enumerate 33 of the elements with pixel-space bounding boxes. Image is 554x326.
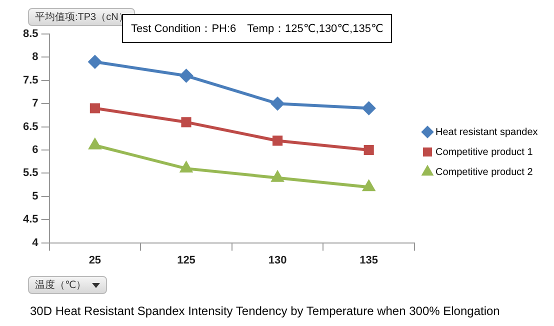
- y-tick-label: 6: [32, 144, 38, 156]
- x-tick-label: 25: [88, 254, 102, 266]
- legend-label: Heat resistant spandex: [436, 126, 538, 138]
- point: [180, 162, 192, 173]
- y-tick-label: 7.5: [22, 74, 38, 86]
- point: [90, 103, 100, 114]
- legend-label: Competitive product 2: [436, 166, 534, 178]
- point: [271, 97, 284, 110]
- point: [364, 144, 374, 156]
- x-axis-title: 温度（℃）: [35, 278, 86, 292]
- x-tick-label: 130: [268, 254, 287, 266]
- y-tick-label: 5.5: [22, 167, 38, 180]
- point: [362, 102, 376, 115]
- annotation: Test Condition：PH:6 Temp：125℃,130℃,135℃: [131, 23, 384, 35]
- y-tick-label: 4: [32, 236, 40, 249]
- y-tick-label: 6.5: [22, 120, 38, 133]
- point: [363, 180, 375, 192]
- legend-label: Competitive product 1: [436, 146, 534, 158]
- point: [181, 117, 192, 128]
- x-tick-label: 125: [177, 254, 196, 266]
- point: [180, 69, 193, 82]
- y-tick-label: 5: [32, 190, 38, 202]
- point: [272, 171, 284, 182]
- text: 30D Heat Resistant Spandex Intensity Tendency by Temperature when 300% Elongation: [30, 304, 500, 318]
- y-tick-label: 8.5: [22, 28, 38, 40]
- y-tick-label: 7: [32, 98, 38, 110]
- point: [88, 55, 102, 68]
- y-axis-title: 平均值项:TP3（cN）: [35, 12, 128, 23]
- y-tick-label: 4.5: [22, 214, 38, 226]
- point: [89, 138, 101, 150]
- point: [272, 136, 283, 146]
- x-tick-label: 135: [360, 254, 378, 266]
- y-tick-label: 8: [32, 51, 38, 64]
